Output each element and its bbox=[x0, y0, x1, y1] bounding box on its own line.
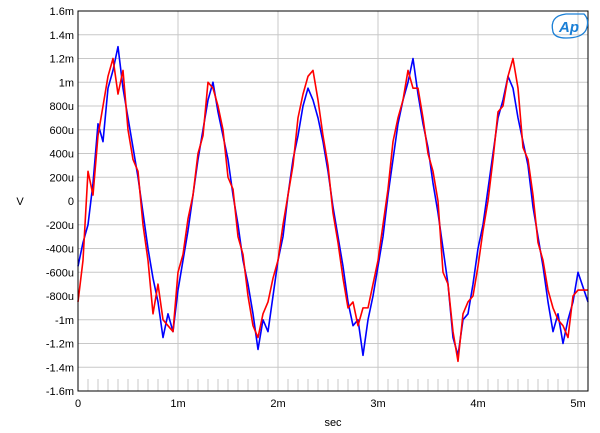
y-tick-label: 400u bbox=[50, 149, 74, 161]
y-tick-label: 1m bbox=[59, 77, 74, 89]
plot-frame bbox=[77, 10, 589, 392]
x-tick-labels: 0 1m 2m 3m 4m 5m bbox=[75, 398, 586, 410]
y-tick-label: -600u bbox=[46, 267, 74, 279]
minor-ticks bbox=[77, 379, 589, 391]
y-axis-label: V bbox=[16, 196, 24, 208]
y-tick-label: 1.2m bbox=[50, 54, 74, 66]
y-tick-label: -400u bbox=[46, 244, 74, 256]
y-tick-label: -1.6m bbox=[46, 386, 74, 398]
y-tick-label: -1.4m bbox=[46, 362, 74, 374]
x-tick-label: 3m bbox=[370, 398, 385, 410]
ap-logo-text: Ap bbox=[558, 19, 579, 36]
y-tick-label: 600u bbox=[50, 125, 74, 137]
grid bbox=[77, 10, 588, 392]
series-layer bbox=[77, 45, 589, 363]
y-tick-label: -1.2m bbox=[46, 339, 74, 351]
x-tick-label: 4m bbox=[470, 398, 485, 410]
y-tick-label: 800u bbox=[50, 101, 74, 113]
y-tick-label: 1.6m bbox=[50, 6, 74, 18]
ap-logo: Ap bbox=[551, 13, 589, 39]
x-tick-label: 2m bbox=[270, 398, 285, 410]
x-tick-label: 1m bbox=[170, 398, 185, 410]
series-line-2 bbox=[77, 57, 588, 363]
y-tick-label: -800u bbox=[46, 291, 74, 303]
y-tick-label: -1m bbox=[55, 315, 74, 327]
x-axis-label: sec bbox=[324, 417, 342, 429]
y-tick-label: 0 bbox=[68, 196, 74, 208]
y-tick-label: 200u bbox=[50, 172, 74, 184]
y-tick-labels: 1.6m 1.4m 1.2m 1m 800u 600u 400u 200u 0 -200u -400… bbox=[46, 6, 74, 398]
x-tick-label: 0 bbox=[75, 398, 81, 410]
y-tick-label: 1.4m bbox=[50, 30, 74, 42]
y-tick-label: -200u bbox=[46, 220, 74, 232]
x-tick-label: 5m bbox=[570, 398, 585, 410]
